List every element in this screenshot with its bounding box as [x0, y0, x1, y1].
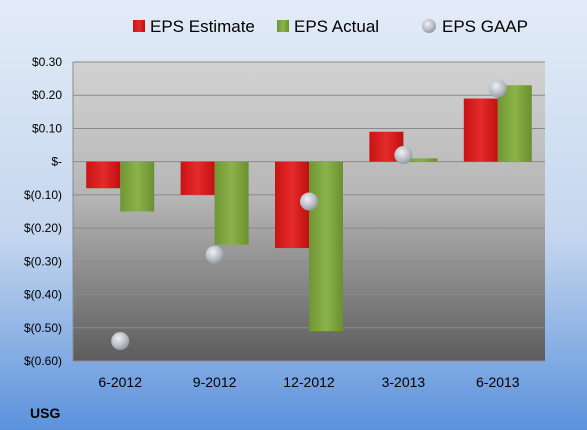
y-tick-label: $(0.40) [24, 288, 62, 302]
y-tick-label: $0.10 [32, 121, 62, 135]
bar-eps-estimate [86, 161, 121, 189]
ticker-label: USG [30, 405, 60, 421]
legend-swatch-gaap [422, 19, 436, 33]
y-axis-tick-labels: $0.30 $0.20 $0.10 $- $(0.10) $(0.20) $(0.30) $(… [24, 55, 62, 368]
y-tick-label: $(0.30) [24, 254, 62, 268]
y-tick-label: $(0.10) [24, 188, 62, 202]
legend-label-estimate: EPS Estimate [150, 17, 255, 36]
y-tick-label: $0.20 [32, 88, 62, 102]
point-eps-gaap [111, 332, 130, 351]
bar-eps-actual [309, 161, 343, 332]
y-tick-label: $- [51, 155, 62, 169]
point-eps-gaap [394, 146, 413, 165]
y-tick-label: $(0.50) [24, 321, 62, 335]
x-axis-category-labels: 6-2012 9-2012 12-2012 3-2013 6-2013 [98, 374, 519, 390]
x-category-label: 6-2013 [476, 374, 520, 390]
bar-eps-actual [120, 161, 155, 212]
bar-eps-actual [403, 158, 438, 162]
point-eps-gaap [300, 192, 318, 211]
point-eps-gaap [488, 79, 507, 98]
x-category-label: 6-2012 [98, 374, 142, 390]
legend-label-gaap: EPS GAAP [442, 17, 528, 36]
y-tick-label: $0.30 [32, 55, 62, 69]
gaap-points [111, 79, 507, 351]
y-tick-label: $(0.60) [24, 354, 62, 368]
x-category-label: 9-2012 [193, 374, 237, 390]
legend-swatch-estimate [133, 20, 145, 32]
point-eps-gaap [205, 245, 224, 264]
legend: EPS Estimate EPS Actual EPS GAAP [133, 17, 528, 36]
x-category-label: 3-2013 [382, 374, 426, 390]
x-category-label: 12-2012 [283, 374, 335, 390]
y-tick-label: $(0.20) [24, 221, 62, 235]
legend-label-actual: EPS Actual [294, 17, 379, 36]
bar-eps-estimate [463, 98, 498, 162]
bar-eps-estimate [180, 161, 215, 195]
bar-eps-actual [497, 85, 532, 162]
bar-eps-actual [214, 161, 249, 245]
legend-swatch-actual [277, 20, 289, 32]
